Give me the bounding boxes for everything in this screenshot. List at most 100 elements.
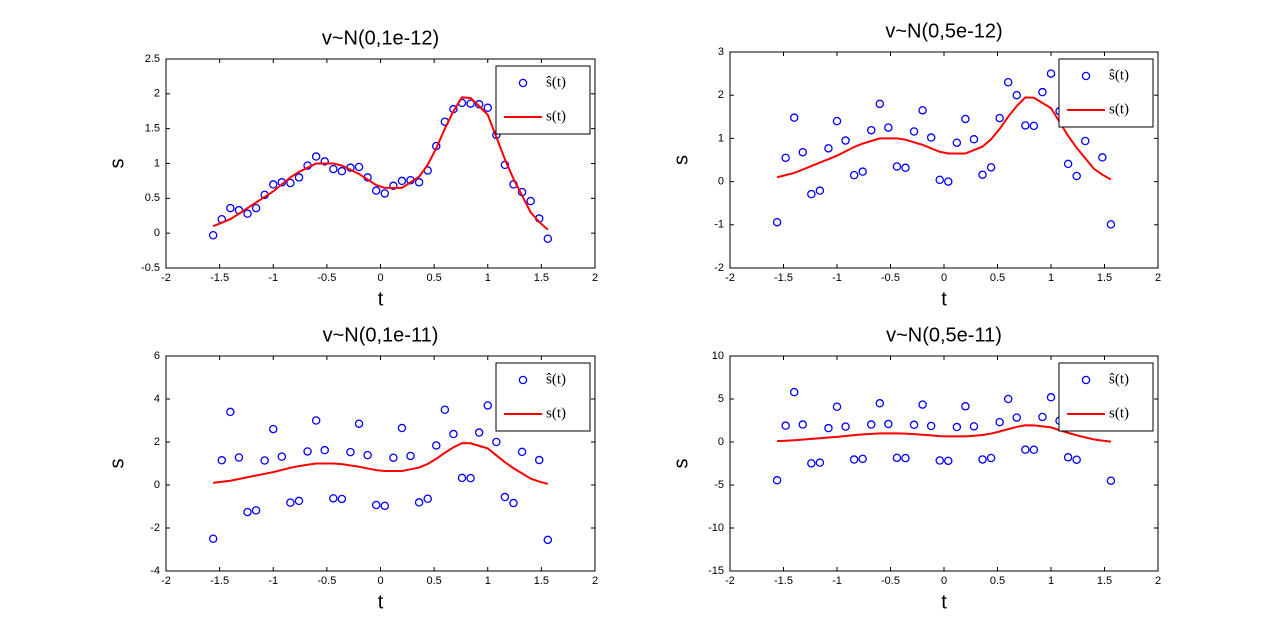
legend-box bbox=[1058, 362, 1154, 432]
data-point bbox=[986, 163, 996, 172]
data-point bbox=[509, 498, 518, 508]
data-point bbox=[208, 534, 218, 544]
data-point bbox=[354, 162, 364, 172]
data-point bbox=[294, 173, 304, 182]
x-axis-label: t bbox=[941, 591, 947, 613]
data-point bbox=[466, 99, 475, 108]
data-line bbox=[212, 96, 549, 231]
data-point bbox=[406, 451, 415, 461]
x-tick-label: 1.5 bbox=[534, 272, 549, 284]
chart-title: v~N(0,1e-11) bbox=[323, 324, 439, 346]
data-point bbox=[1098, 153, 1107, 162]
data-point bbox=[243, 209, 252, 218]
x-tick-label: -0.5 bbox=[881, 272, 900, 284]
x-tick-label: 1.5 bbox=[1097, 272, 1112, 284]
data-point bbox=[534, 455, 544, 465]
data-point bbox=[1012, 90, 1022, 100]
data-point bbox=[337, 166, 347, 176]
data-point bbox=[423, 494, 432, 504]
data-point bbox=[543, 234, 553, 243]
data-point bbox=[457, 473, 467, 483]
data-point bbox=[1038, 412, 1047, 422]
data-point bbox=[1080, 136, 1090, 146]
x-tick-label: -1.5 bbox=[774, 575, 793, 587]
data-point bbox=[354, 419, 364, 428]
x-tick-label: -1.5 bbox=[774, 272, 793, 284]
x-tick-label: -0.5 bbox=[881, 575, 900, 587]
data-point bbox=[832, 402, 842, 411]
data-point bbox=[1021, 121, 1030, 130]
y-tick-label: 1.5 bbox=[145, 123, 160, 135]
data-point bbox=[918, 400, 927, 409]
data-point bbox=[969, 135, 979, 144]
data-point bbox=[841, 136, 850, 145]
data-point bbox=[483, 401, 492, 410]
data-point bbox=[208, 231, 218, 240]
data-point bbox=[1063, 159, 1073, 169]
data-point bbox=[798, 420, 808, 429]
y-tick-label: 4 bbox=[154, 393, 160, 405]
data-point bbox=[543, 535, 553, 545]
data-point bbox=[526, 196, 535, 206]
data-point bbox=[371, 186, 381, 195]
x-axis-label: t bbox=[378, 288, 384, 310]
data-point bbox=[815, 458, 825, 467]
y-tick-label: 2 bbox=[154, 88, 160, 100]
data-point bbox=[234, 453, 244, 462]
data-point bbox=[483, 103, 492, 113]
data-point bbox=[1072, 171, 1081, 181]
x-tick-label: 0 bbox=[941, 272, 947, 284]
legend-label: ŝ(t) bbox=[546, 74, 566, 90]
data-point bbox=[268, 180, 278, 189]
data-point bbox=[892, 453, 902, 463]
data-point bbox=[329, 494, 338, 503]
data-point bbox=[1063, 453, 1073, 462]
data-point bbox=[251, 203, 261, 213]
x-tick-label: 2 bbox=[592, 575, 598, 587]
legend-marker bbox=[1081, 375, 1091, 385]
y-tick-label: -1 bbox=[714, 219, 724, 231]
y-tick-label: -0.5 bbox=[141, 262, 160, 274]
x-tick-label: 1 bbox=[485, 272, 491, 284]
data-point bbox=[1012, 413, 1022, 422]
data-point bbox=[789, 113, 799, 122]
data-point bbox=[243, 507, 252, 517]
x-tick-label: -2 bbox=[161, 575, 171, 587]
chart-title: v~N(0,5e-12) bbox=[885, 20, 1002, 42]
data-point bbox=[858, 454, 867, 464]
legend-label: ŝ(t) bbox=[546, 371, 566, 387]
y-tick-label: 2 bbox=[154, 436, 160, 448]
data-point bbox=[346, 447, 355, 457]
y-tick-label: 1 bbox=[154, 157, 160, 169]
x-tick-label: 0.5 bbox=[990, 575, 1005, 587]
data-point bbox=[961, 402, 970, 411]
data-point bbox=[371, 500, 381, 510]
legend-marker bbox=[518, 78, 528, 88]
x-tick-label: 2 bbox=[1155, 272, 1161, 284]
data-point bbox=[380, 189, 390, 198]
x-tick-label: -1 bbox=[832, 575, 842, 587]
y-tick-label: 3 bbox=[718, 46, 724, 58]
data-point bbox=[389, 453, 398, 462]
data-point bbox=[1029, 445, 1039, 454]
y-tick-label: 5 bbox=[718, 393, 724, 405]
y-tick-label: 0 bbox=[154, 227, 160, 239]
legend-label: ŝ(t) bbox=[1109, 371, 1129, 387]
data-point bbox=[414, 178, 424, 187]
y-tick-label: -15 bbox=[708, 565, 724, 577]
data-point bbox=[432, 441, 441, 450]
data-point bbox=[1038, 87, 1047, 97]
y-tick-label: -2 bbox=[714, 262, 724, 274]
legend-marker bbox=[518, 375, 528, 385]
data-point bbox=[277, 452, 287, 461]
data-point bbox=[1003, 394, 1013, 404]
x-tick-label: 0.5 bbox=[426, 575, 441, 587]
data-point bbox=[832, 116, 842, 126]
data-point bbox=[311, 152, 321, 161]
x-axis-label: t bbox=[378, 591, 384, 613]
data-point bbox=[1106, 476, 1116, 485]
x-tick-label: 1 bbox=[1048, 575, 1054, 587]
data-point bbox=[875, 399, 885, 408]
data-point bbox=[952, 138, 962, 147]
